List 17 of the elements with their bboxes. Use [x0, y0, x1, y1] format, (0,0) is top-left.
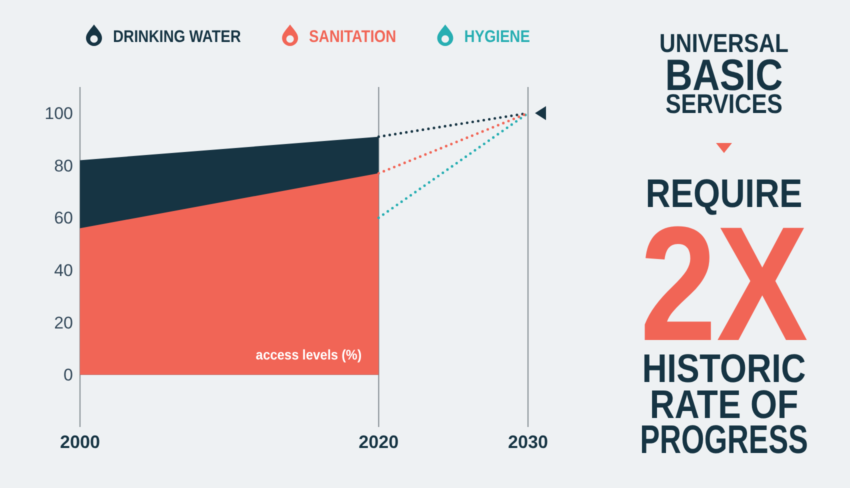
y-tick-label: 60 [54, 208, 73, 228]
y-tick-label: 100 [44, 104, 73, 124]
y-axis-title: access levels (%) [256, 347, 362, 363]
text: PROGRESS [640, 418, 808, 462]
y-tick-label: 0 [64, 366, 73, 385]
legend-label: DRINKING WATER [113, 28, 242, 46]
legend-label: HYGIENE [464, 28, 530, 46]
y-tick-label: 40 [54, 261, 73, 280]
legend-label: SANITATION [309, 28, 396, 46]
x-tick-label: 2020 [358, 432, 399, 452]
text: HISTORIC [642, 346, 806, 391]
y-tick-label: 80 [54, 156, 73, 176]
text: UNIVERSAL [659, 29, 789, 58]
text: REQUIRE [646, 170, 802, 216]
y-tick-label: 20 [54, 313, 73, 332]
x-tick-label: 2000 [60, 432, 100, 452]
x-tick-label: 2030 [508, 432, 548, 452]
